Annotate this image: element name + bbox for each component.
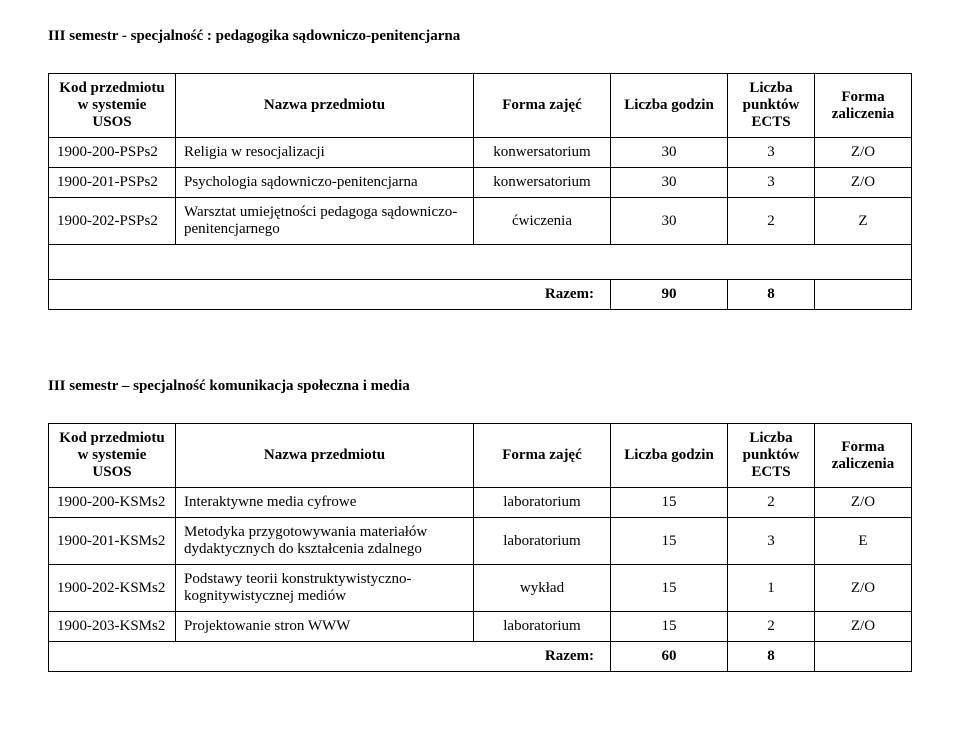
cell-godzin: 30	[611, 198, 728, 245]
col-godzin: Liczba godzin	[611, 74, 728, 138]
cell-nazwa: Metodyka przygotowywania materiałów dyda…	[176, 518, 474, 565]
col-ects: Liczba punktów ECTS	[728, 424, 815, 488]
cell-ects: 2	[728, 198, 815, 245]
cell-nazwa: Psychologia sądowniczo-penitencjarna	[176, 168, 474, 198]
table-section-2: Kod przedmiotu w systemie USOS Nazwa prz…	[48, 423, 912, 672]
col-zaliczenie: Forma zaliczenia	[815, 424, 912, 488]
cell-nazwa: Warsztat umiejętności pedagoga sądownicz…	[176, 198, 474, 245]
table-row: 1900-202-KSMs2 Podstawy teorii konstrukt…	[49, 565, 912, 612]
cell-ects: 3	[728, 518, 815, 565]
cell-forma: konwersatorium	[474, 168, 611, 198]
table-row: 1900-200-KSMs2 Interaktywne media cyfrow…	[49, 488, 912, 518]
cell-ects: 1	[728, 565, 815, 612]
cell-forma: laboratorium	[474, 488, 611, 518]
razem-blank	[815, 280, 912, 310]
cell-forma: laboratorium	[474, 612, 611, 642]
razem-ects: 8	[728, 642, 815, 672]
razem-blank	[815, 642, 912, 672]
cell-godzin: 30	[611, 168, 728, 198]
cell-zal: Z/O	[815, 168, 912, 198]
col-forma: Forma zajęć	[474, 424, 611, 488]
col-forma: Forma zajęć	[474, 74, 611, 138]
table-row: 1900-200-PSPs2 Religia w resocjalizacji …	[49, 138, 912, 168]
spacer-cell	[49, 245, 912, 280]
col-zaliczenie: Forma zaliczenia	[815, 74, 912, 138]
cell-ects: 2	[728, 488, 815, 518]
cell-godzin: 15	[611, 612, 728, 642]
cell-godzin: 15	[611, 565, 728, 612]
cell-forma: ćwiczenia	[474, 198, 611, 245]
col-kod: Kod przedmiotu w systemie USOS	[49, 74, 176, 138]
cell-godzin: 15	[611, 488, 728, 518]
cell-godzin: 15	[611, 518, 728, 565]
razem-label: Razem:	[49, 280, 611, 310]
section-gap	[48, 350, 912, 378]
cell-ects: 2	[728, 612, 815, 642]
cell-zal: Z/O	[815, 138, 912, 168]
table-row: 1900-202-PSPs2 Warsztat umiejętności ped…	[49, 198, 912, 245]
cell-kod: 1900-201-PSPs2	[49, 168, 176, 198]
table-section-1: Kod przedmiotu w systemie USOS Nazwa prz…	[48, 73, 912, 310]
cell-kod: 1900-201-KSMs2	[49, 518, 176, 565]
col-nazwa: Nazwa przedmiotu	[176, 424, 474, 488]
cell-kod: 1900-200-PSPs2	[49, 138, 176, 168]
razem-godzin: 60	[611, 642, 728, 672]
section-2-title: III semestr – specjalność komunikacja sp…	[48, 378, 912, 395]
razem-row: Razem: 60 8	[49, 642, 912, 672]
page: III semestr - specjalność : pedagogika s…	[0, 0, 960, 742]
col-godzin: Liczba godzin	[611, 424, 728, 488]
table-2-header-row: Kod przedmiotu w systemie USOS Nazwa prz…	[49, 424, 912, 488]
cell-kod: 1900-203-KSMs2	[49, 612, 176, 642]
table-row: 1900-203-KSMs2 Projektowanie stron WWW l…	[49, 612, 912, 642]
cell-ects: 3	[728, 138, 815, 168]
cell-zal: E	[815, 518, 912, 565]
table-row: 1900-201-KSMs2 Metodyka przygotowywania …	[49, 518, 912, 565]
cell-nazwa: Projektowanie stron WWW	[176, 612, 474, 642]
cell-forma: wykład	[474, 565, 611, 612]
table-2-head: Kod przedmiotu w systemie USOS Nazwa prz…	[49, 424, 912, 488]
table-1-header-row: Kod przedmiotu w systemie USOS Nazwa prz…	[49, 74, 912, 138]
cell-zal: Z/O	[815, 488, 912, 518]
table-row: 1900-201-PSPs2 Psychologia sądowniczo-pe…	[49, 168, 912, 198]
cell-forma: konwersatorium	[474, 138, 611, 168]
cell-kod: 1900-202-PSPs2	[49, 198, 176, 245]
razem-ects: 8	[728, 280, 815, 310]
cell-nazwa: Interaktywne media cyfrowe	[176, 488, 474, 518]
col-ects: Liczba punktów ECTS	[728, 74, 815, 138]
table-1-body: 1900-200-PSPs2 Religia w resocjalizacji …	[49, 138, 912, 310]
cell-kod: 1900-202-KSMs2	[49, 565, 176, 612]
spacer-row	[49, 245, 912, 280]
cell-forma: laboratorium	[474, 518, 611, 565]
cell-nazwa: Podstawy teorii konstruktywistyczno-kogn…	[176, 565, 474, 612]
col-kod: Kod przedmiotu w systemie USOS	[49, 424, 176, 488]
cell-kod: 1900-200-KSMs2	[49, 488, 176, 518]
cell-godzin: 30	[611, 138, 728, 168]
razem-godzin: 90	[611, 280, 728, 310]
col-nazwa: Nazwa przedmiotu	[176, 74, 474, 138]
cell-ects: 3	[728, 168, 815, 198]
cell-zal: Z	[815, 198, 912, 245]
razem-label: Razem:	[49, 642, 611, 672]
cell-zal: Z/O	[815, 612, 912, 642]
table-2-body: 1900-200-KSMs2 Interaktywne media cyfrow…	[49, 488, 912, 672]
section-1-title: III semestr - specjalność : pedagogika s…	[48, 28, 912, 45]
cell-nazwa: Religia w resocjalizacji	[176, 138, 474, 168]
table-1-head: Kod przedmiotu w systemie USOS Nazwa prz…	[49, 74, 912, 138]
cell-zal: Z/O	[815, 565, 912, 612]
razem-row: Razem: 90 8	[49, 280, 912, 310]
